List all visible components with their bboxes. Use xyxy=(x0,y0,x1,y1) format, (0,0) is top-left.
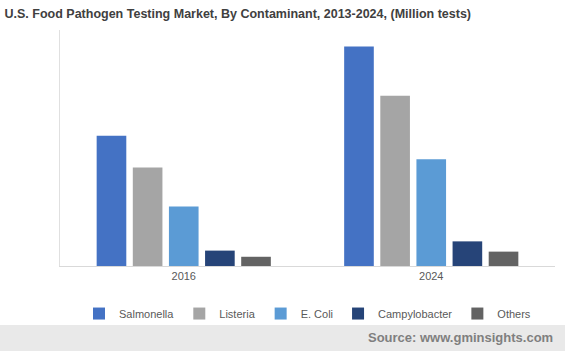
svg-text:Salmonella: Salmonella xyxy=(119,308,174,320)
svg-text:2016: 2016 xyxy=(172,270,196,282)
svg-text:U.S. Food Pathogen Testing Mar: U.S. Food Pathogen Testing Market, By Co… xyxy=(5,7,472,21)
svg-text:Campylobacter: Campylobacter xyxy=(378,308,452,320)
svg-text:2024: 2024 xyxy=(419,270,443,282)
svg-text:Source: www.gminsights.com: Source: www.gminsights.com xyxy=(368,330,553,345)
svg-text:Listeria: Listeria xyxy=(219,308,255,320)
svg-text:E. Coli: E. Coli xyxy=(301,308,333,320)
svg-text:Others: Others xyxy=(497,308,531,320)
